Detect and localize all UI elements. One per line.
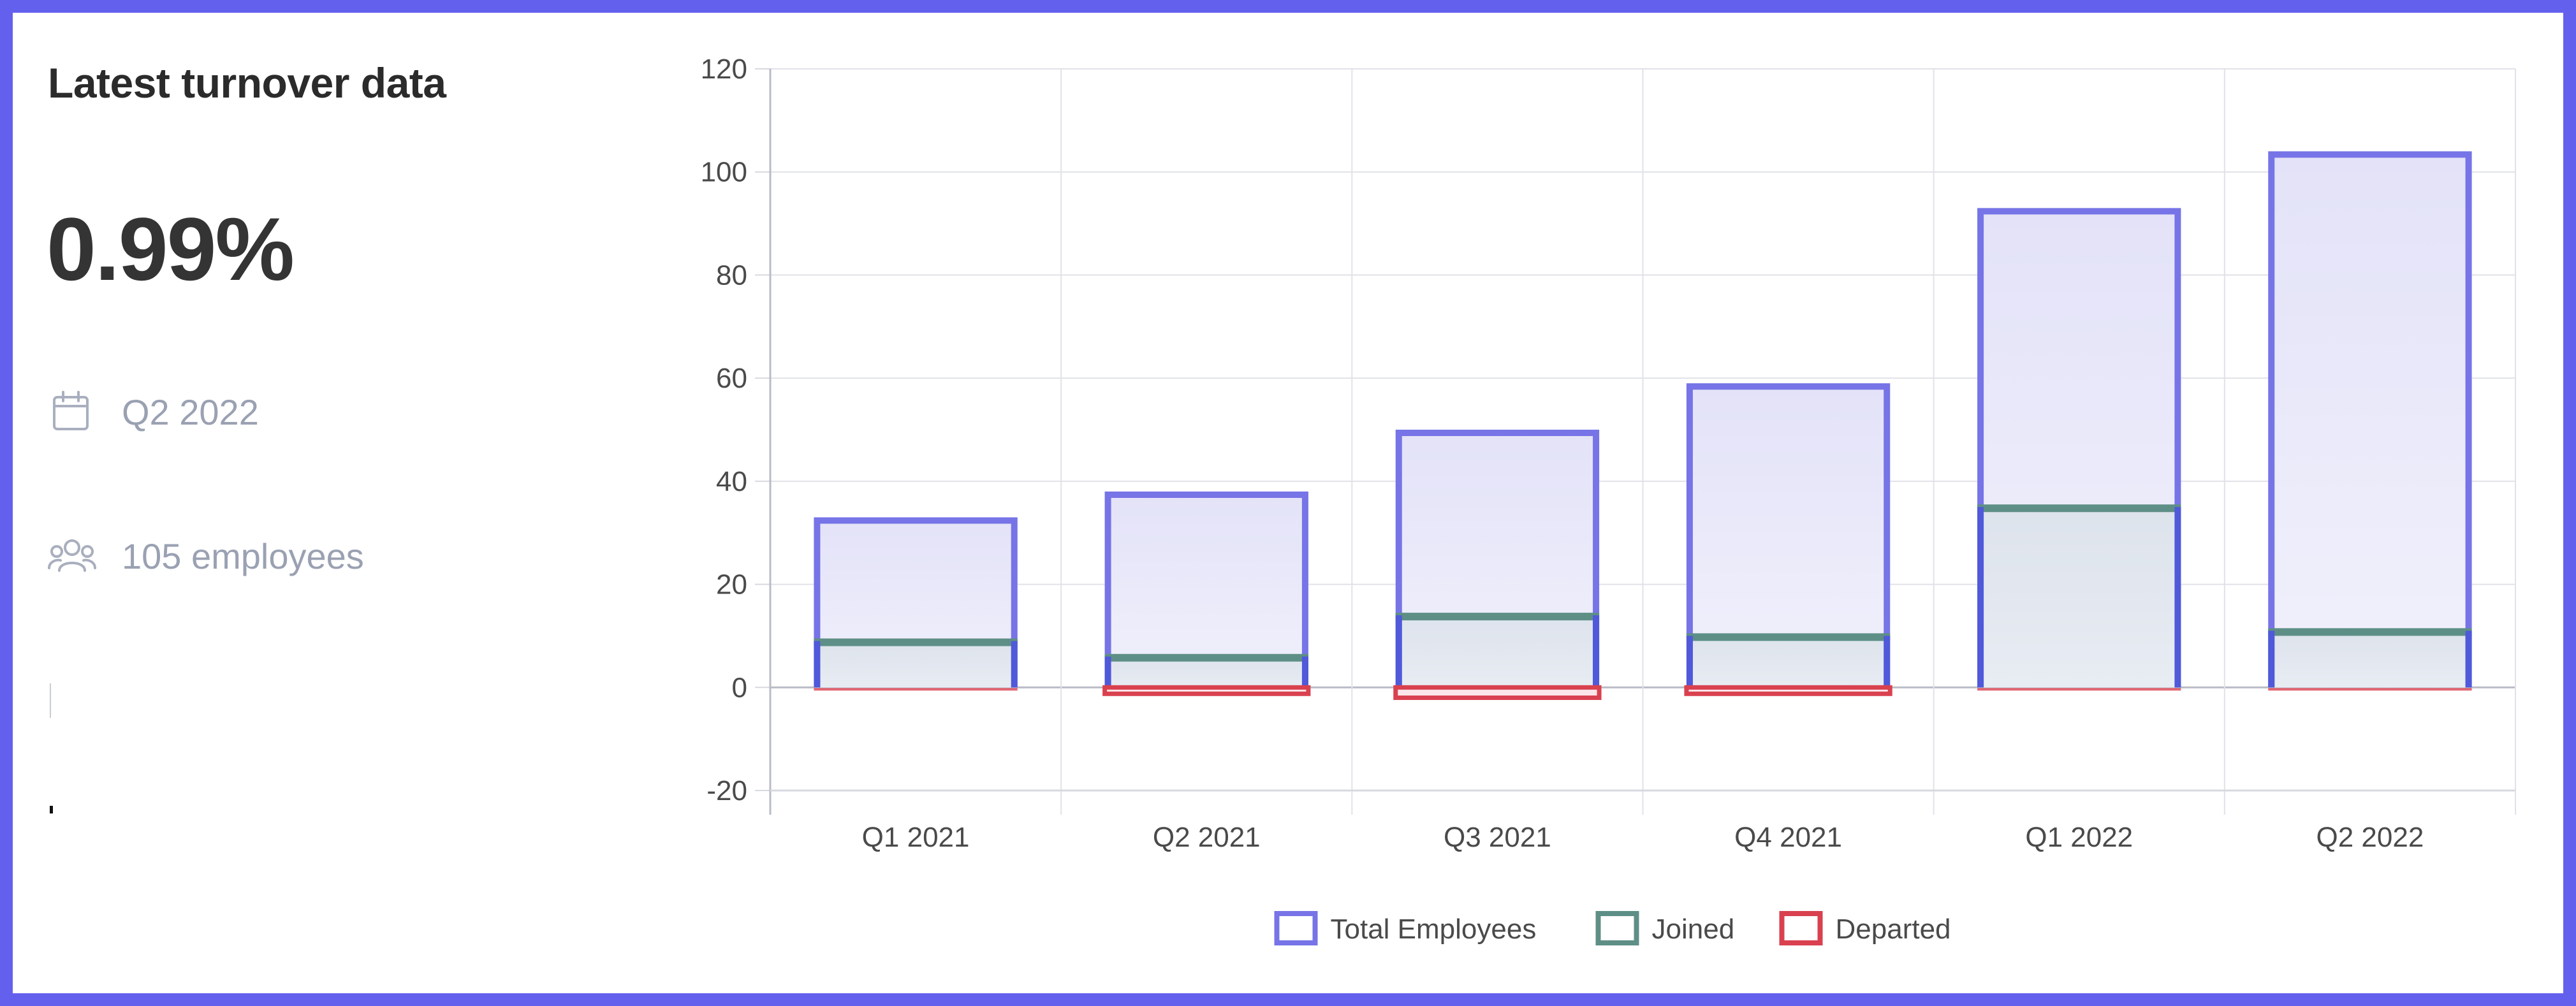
bar-total-employees <box>2268 151 2472 688</box>
y-tick-label: 0 <box>732 672 747 703</box>
marker <box>50 806 53 813</box>
bar-total-employees-outline <box>1104 492 1308 688</box>
y-tick-label: 20 <box>716 569 747 601</box>
legend-swatch <box>1274 911 1318 945</box>
turnover-summary: Latest turnover data 0.99% Q2 2022 105 e… <box>0 0 638 980</box>
employees-row: 105 employees <box>48 530 364 581</box>
legend-item[interactable]: Joined <box>1595 911 1735 945</box>
legend-label: Total Employees <box>1331 914 1537 945</box>
bar-total-employees-outline <box>2268 151 2472 688</box>
card-title: Latest turnover data <box>48 59 446 106</box>
divider <box>50 683 51 718</box>
bar-departed <box>1102 685 1311 696</box>
legend-swatch <box>1779 911 1823 945</box>
bar-departed <box>1393 685 1602 700</box>
x-tick-label: Q2 2022 <box>2316 822 2424 853</box>
y-tick-label: 60 <box>716 363 747 394</box>
bar-joined <box>1401 615 1593 688</box>
x-tick-label: Q1 2022 <box>2025 822 2133 853</box>
x-tick-label: Q3 2021 <box>1444 822 1551 853</box>
bar-departed <box>1684 685 1892 696</box>
bar-total-employees-outline <box>1395 430 1600 688</box>
y-tick-label: 100 <box>701 157 747 188</box>
legend-label: Joined <box>1652 914 1735 945</box>
turnover-rate: 0.99% <box>47 199 295 299</box>
calendar-icon <box>53 391 89 430</box>
period-label: Q2 2022 <box>122 391 259 432</box>
x-tick-label: Q1 2021 <box>862 822 970 853</box>
period-row: Q2 2022 <box>48 386 259 437</box>
bar-joined <box>820 641 1011 688</box>
bar-joined <box>1984 507 2175 688</box>
bar-joined <box>1111 656 1302 688</box>
employees-label: 105 employees <box>122 536 364 576</box>
y-tick-label: -20 <box>706 775 747 806</box>
x-tick-label: Q4 2021 <box>1734 822 1842 853</box>
legend-item[interactable]: Total Employees <box>1274 911 1537 945</box>
y-tick-label: 120 <box>701 54 747 85</box>
y-tick-label: 40 <box>716 466 747 497</box>
bar-total-employees-outline <box>1686 383 1891 688</box>
bar-total-employees-outline <box>814 517 1018 688</box>
legend-item[interactable]: Departed <box>1779 911 1951 945</box>
bar-total-employees-outline <box>1977 208 2181 688</box>
bar-joined <box>1692 636 1884 688</box>
users-icon <box>48 539 96 572</box>
legend-swatch <box>1595 911 1639 945</box>
x-tick-label: Q2 2021 <box>1153 822 1261 853</box>
bar-joined <box>2274 631 2466 688</box>
legend-label: Departed <box>1836 914 1951 945</box>
y-tick-label: 80 <box>716 259 747 291</box>
